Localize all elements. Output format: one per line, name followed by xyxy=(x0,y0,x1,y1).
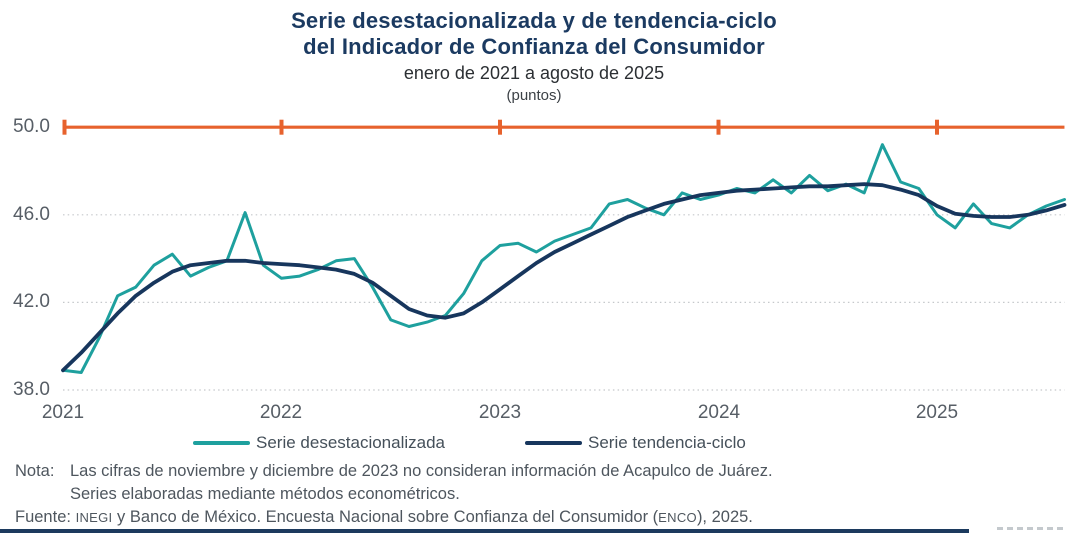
legend-swatch-navy-line xyxy=(525,441,582,445)
note-label: Nota: xyxy=(15,462,55,480)
source-label: Fuente: xyxy=(15,508,71,526)
chart-subtitle: enero de 2021 a agosto de 2025 xyxy=(403,63,665,83)
y-axis-label-38: 38.0 xyxy=(13,379,50,400)
source-text-end: ), 2025. xyxy=(696,508,753,526)
chart-title-line1: Serie desestacionalizada y de tendencia-… xyxy=(291,8,777,33)
y-axis-label-50: 50.0 xyxy=(13,116,50,137)
x-axis-label-2022: 2022 xyxy=(259,402,303,423)
source-enco-acronym: ENCO xyxy=(658,510,697,525)
y-axis-label-42: 42.0 xyxy=(13,291,50,312)
y-axis-label-46: 46.0 xyxy=(13,204,50,225)
legend-item-desestacionalizada: Serie desestacionalizada xyxy=(193,433,445,453)
note-line2: Series elaboradas mediante métodos econo… xyxy=(70,485,460,503)
source-text-mid: y Banco de México. Encuesta Nacional sob… xyxy=(112,508,659,526)
legend-label-tendencia-ciclo: Serie tendencia-ciclo xyxy=(588,433,746,452)
watermark-fragment xyxy=(997,527,1065,530)
legend-item-tendencia-ciclo: Serie tendencia-ciclo xyxy=(525,433,746,453)
chart-unit-label: (puntos) xyxy=(506,87,562,104)
source-inegi-acronym: INEGI xyxy=(75,510,113,525)
legend-label-desestacionalizada: Serie desestacionalizada xyxy=(256,433,446,452)
x-axis-label-2021: 2021 xyxy=(41,402,85,423)
x-axis-label-2025: 2025 xyxy=(915,402,959,423)
note-line1: Las cifras de noviembre y diciembre de 2… xyxy=(70,462,773,480)
x-axis-label-2024: 2024 xyxy=(697,402,741,423)
source-line: Fuente: INEGI y Banco de México. Encuest… xyxy=(15,506,1055,529)
bottom-rule xyxy=(0,529,969,533)
legend-swatch-teal-line xyxy=(193,441,250,445)
x-axis-label-2023: 2023 xyxy=(478,402,522,423)
series-line-tendencia-ciclo xyxy=(61,182,1067,373)
chart-title-line2: del Indicador de Confianza del Consumido… xyxy=(303,34,765,59)
series-line-desestacionalizada xyxy=(61,143,1066,374)
